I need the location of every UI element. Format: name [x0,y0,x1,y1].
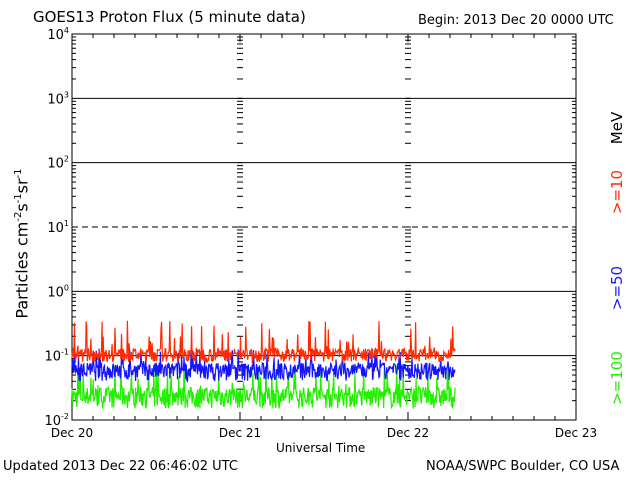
y-tick-label: 101 [47,219,69,236]
x-axis-label: Universal Time [276,441,366,455]
x-tick-label: Dec 20 [51,426,93,440]
y-tick-label: 104 [47,26,69,43]
legend-label: >=100 [608,351,626,405]
begin-time: Begin: 2013 Dec 20 0000 UTC [418,13,614,28]
legend-label: >=10 [608,170,626,214]
series-line [71,348,456,384]
series-line [71,365,456,410]
y-tick-label: 10-1 [44,348,69,365]
chart-title: GOES13 Proton Flux (5 minute data) [33,8,306,26]
y-tick-label: 102 [47,155,69,172]
legend-label: MeV [608,111,626,144]
legend-label: >=50 [608,266,626,310]
series-line [71,320,456,365]
credit-text: NOAA/SWPC Boulder, CO USA [426,459,620,474]
x-tick-label: Dec 22 [387,426,429,440]
x-tick-label: Dec 23 [555,426,597,440]
y-tick-label: 100 [47,283,69,300]
y-tick-label: 103 [47,90,69,107]
x-tick-label: Dec 21 [219,426,261,440]
y-tick-label: 10-2 [44,412,69,429]
updated-timestamp: Updated 2013 Dec 22 06:46:02 UTC [3,459,238,474]
